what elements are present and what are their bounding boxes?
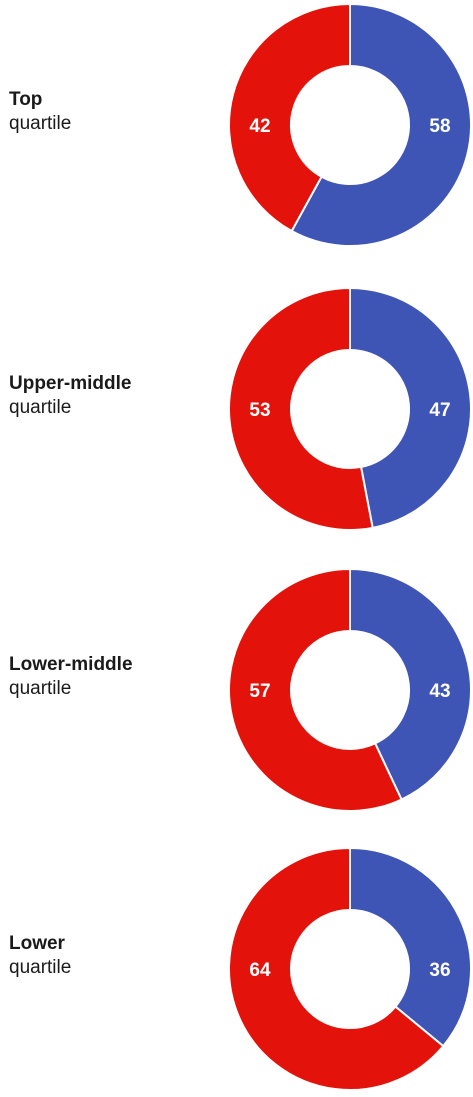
donut-chart-top: 58 42	[228, 2, 472, 247]
chart-row-top: Top quartile 58 42	[0, 2, 473, 253]
chart-row-lower: Lower quartile 36 64	[0, 846, 473, 1097]
donut-chart-upper-middle: 47 53	[228, 286, 472, 531]
slice-blue	[349, 846, 472, 1048]
value-label-red: 64	[249, 960, 271, 981]
slice-red	[228, 2, 351, 233]
slice-blue	[349, 567, 472, 801]
subtitle-label: quartile	[9, 113, 72, 134]
donut-chart-lower: 36 64	[228, 846, 472, 1091]
category-label: Top	[9, 89, 43, 110]
category-label: Lower-middle	[9, 654, 133, 675]
row-label: Upper-middle quartile	[9, 372, 131, 420]
subtitle-label: quartile	[9, 678, 72, 699]
value-label-blue: 36	[429, 960, 450, 981]
row-label: Lower-middle quartile	[9, 653, 133, 701]
chart-row-lower-middle: Lower-middle quartile 43 57	[0, 567, 473, 818]
value-label-red: 53	[249, 400, 270, 421]
value-label-red: 57	[249, 681, 270, 702]
slice-red	[228, 567, 403, 812]
subtitle-label: quartile	[9, 397, 72, 418]
row-label: Top quartile	[9, 88, 71, 136]
slice-red	[228, 846, 445, 1091]
subtitle-label: quartile	[9, 957, 72, 978]
donut-chart-lower-middle: 43 57	[228, 567, 472, 812]
slice-blue	[290, 2, 472, 247]
slice-red	[228, 286, 374, 531]
value-label-blue: 47	[429, 400, 450, 421]
chart-row-upper-middle: Upper-middle quartile 47 53	[0, 286, 473, 537]
category-label: Lower	[9, 933, 65, 954]
value-label-red: 42	[249, 116, 270, 137]
category-label: Upper-middle	[9, 373, 132, 394]
value-label-blue: 43	[429, 681, 450, 702]
slice-blue	[349, 286, 472, 530]
value-label-blue: 58	[429, 116, 450, 137]
row-label: Lower quartile	[9, 932, 71, 980]
